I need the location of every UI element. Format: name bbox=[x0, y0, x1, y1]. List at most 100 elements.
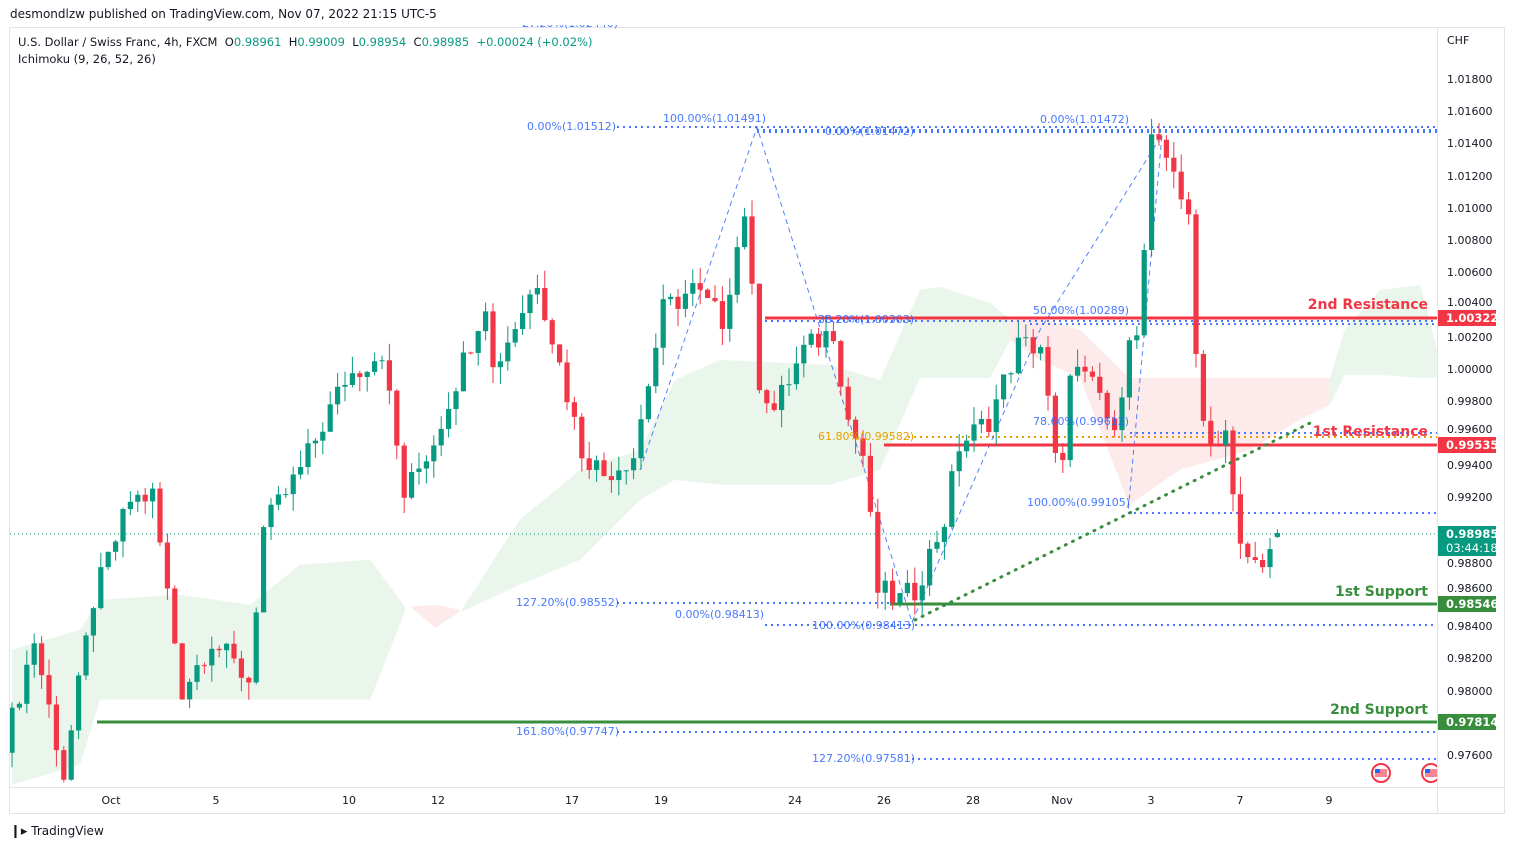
candle bbox=[1075, 349, 1081, 382]
candle bbox=[675, 289, 681, 327]
candle bbox=[801, 335, 807, 378]
price-tag-2nd-resistance: 1.00322 bbox=[1438, 310, 1498, 326]
candle bbox=[10, 702, 15, 768]
price-tick: 1.00800 bbox=[1447, 233, 1493, 247]
candle bbox=[890, 568, 896, 611]
price-tick: 1.00400 bbox=[1447, 296, 1493, 309]
candle bbox=[268, 498, 274, 541]
time-tick: 9 bbox=[1325, 794, 1333, 807]
candle bbox=[986, 406, 992, 438]
fib-label: 78.60%(0.99612) bbox=[1033, 415, 1130, 428]
fib-label: 161.80%(0.97747) bbox=[516, 725, 620, 738]
candle bbox=[113, 539, 119, 561]
candle bbox=[690, 269, 696, 307]
candle bbox=[53, 696, 59, 767]
candle bbox=[1267, 538, 1273, 579]
price-tick: 1.01200 bbox=[1447, 169, 1493, 183]
candle bbox=[172, 585, 178, 645]
fib-label: 100.00%(0.99105) bbox=[1027, 496, 1131, 509]
candle bbox=[231, 630, 237, 664]
candle bbox=[1149, 118, 1155, 257]
candle bbox=[631, 448, 637, 480]
cloud-red bbox=[410, 604, 460, 628]
candle bbox=[1215, 430, 1221, 447]
price-tag-1st-support: 0.98546 bbox=[1438, 596, 1498, 612]
candle bbox=[786, 368, 792, 397]
candle bbox=[409, 463, 415, 500]
candle bbox=[1082, 355, 1088, 383]
candle bbox=[1171, 142, 1177, 189]
price-tick: 1.00200 bbox=[1447, 330, 1493, 344]
cloud-red bbox=[1010, 317, 1330, 505]
time-tick: 26 bbox=[877, 794, 891, 807]
candle bbox=[460, 341, 466, 392]
candle bbox=[660, 284, 666, 366]
candle bbox=[520, 295, 526, 335]
candle bbox=[527, 289, 533, 330]
candle bbox=[238, 650, 244, 692]
candle bbox=[1200, 350, 1206, 427]
candle bbox=[438, 416, 444, 457]
candle bbox=[993, 384, 999, 446]
fib-label: 0.00%(1.01472) bbox=[825, 125, 915, 138]
candle bbox=[142, 487, 148, 515]
candle bbox=[475, 330, 481, 366]
candle bbox=[978, 410, 984, 434]
candle bbox=[490, 303, 496, 383]
candle bbox=[416, 452, 422, 485]
level-label-1st-support: 1st Support bbox=[1335, 584, 1428, 600]
price-tick: 0.97600 bbox=[1447, 748, 1493, 762]
time-tick: 19 bbox=[654, 794, 668, 807]
candle bbox=[779, 375, 785, 428]
candle bbox=[534, 274, 540, 305]
candle bbox=[1112, 410, 1118, 438]
candle bbox=[571, 396, 577, 430]
candle bbox=[305, 428, 311, 475]
candle bbox=[927, 540, 933, 596]
candle bbox=[764, 388, 770, 414]
price-tick: 1.01400 bbox=[1447, 137, 1493, 151]
time-tick: Nov bbox=[1051, 794, 1073, 807]
fib-label-orange: 61.80%(0.99582) bbox=[818, 430, 915, 443]
candle bbox=[793, 346, 799, 390]
candle bbox=[16, 701, 22, 711]
price-tag-2nd-support: 0.97814 bbox=[1438, 714, 1498, 730]
candle bbox=[401, 442, 407, 514]
price-tick: 0.99600 bbox=[1447, 423, 1493, 436]
candle bbox=[157, 482, 163, 547]
time-tick: 12 bbox=[431, 794, 445, 807]
candle bbox=[290, 466, 296, 511]
candle bbox=[283, 487, 289, 499]
candle bbox=[1134, 326, 1140, 349]
price-tick: 1.00600 bbox=[1447, 266, 1493, 280]
price-tick: 0.99200 bbox=[1447, 491, 1493, 505]
indicator-legend[interactable]: Ichimoku (9, 26, 52, 26) bbox=[18, 52, 156, 66]
time-tick: 17 bbox=[565, 794, 579, 807]
candle bbox=[1001, 374, 1007, 408]
candle bbox=[882, 571, 888, 610]
high-label: H bbox=[288, 35, 298, 49]
event-flag-icon[interactable] bbox=[1371, 763, 1391, 783]
fib-label: 27.20%(1.02440) bbox=[522, 17, 619, 30]
event-flag-icon[interactable] bbox=[1421, 763, 1440, 783]
cloud-green bbox=[461, 286, 1011, 612]
candle bbox=[483, 302, 489, 341]
candle bbox=[1067, 373, 1073, 468]
candle bbox=[579, 413, 585, 472]
symbol-legend[interactable]: U.S. Dollar / Swiss Franc, 4h, FXCM O0.9… bbox=[18, 35, 592, 49]
candle bbox=[668, 293, 674, 306]
tradingview-logo[interactable]: ❙▸ TradingView bbox=[10, 824, 104, 839]
time-tick: 7 bbox=[1236, 794, 1244, 807]
time-tick: 28 bbox=[966, 794, 980, 807]
price-tick: 0.99400 bbox=[1447, 459, 1493, 473]
candle bbox=[645, 383, 651, 423]
fib-label: 127.20%(0.97581) bbox=[812, 752, 916, 765]
candle bbox=[727, 278, 733, 342]
candle bbox=[719, 286, 725, 345]
candle bbox=[808, 329, 814, 348]
open-label: O bbox=[224, 35, 234, 49]
price-tick: 0.98200 bbox=[1447, 652, 1493, 666]
candle bbox=[1193, 209, 1199, 368]
candle bbox=[816, 327, 822, 356]
